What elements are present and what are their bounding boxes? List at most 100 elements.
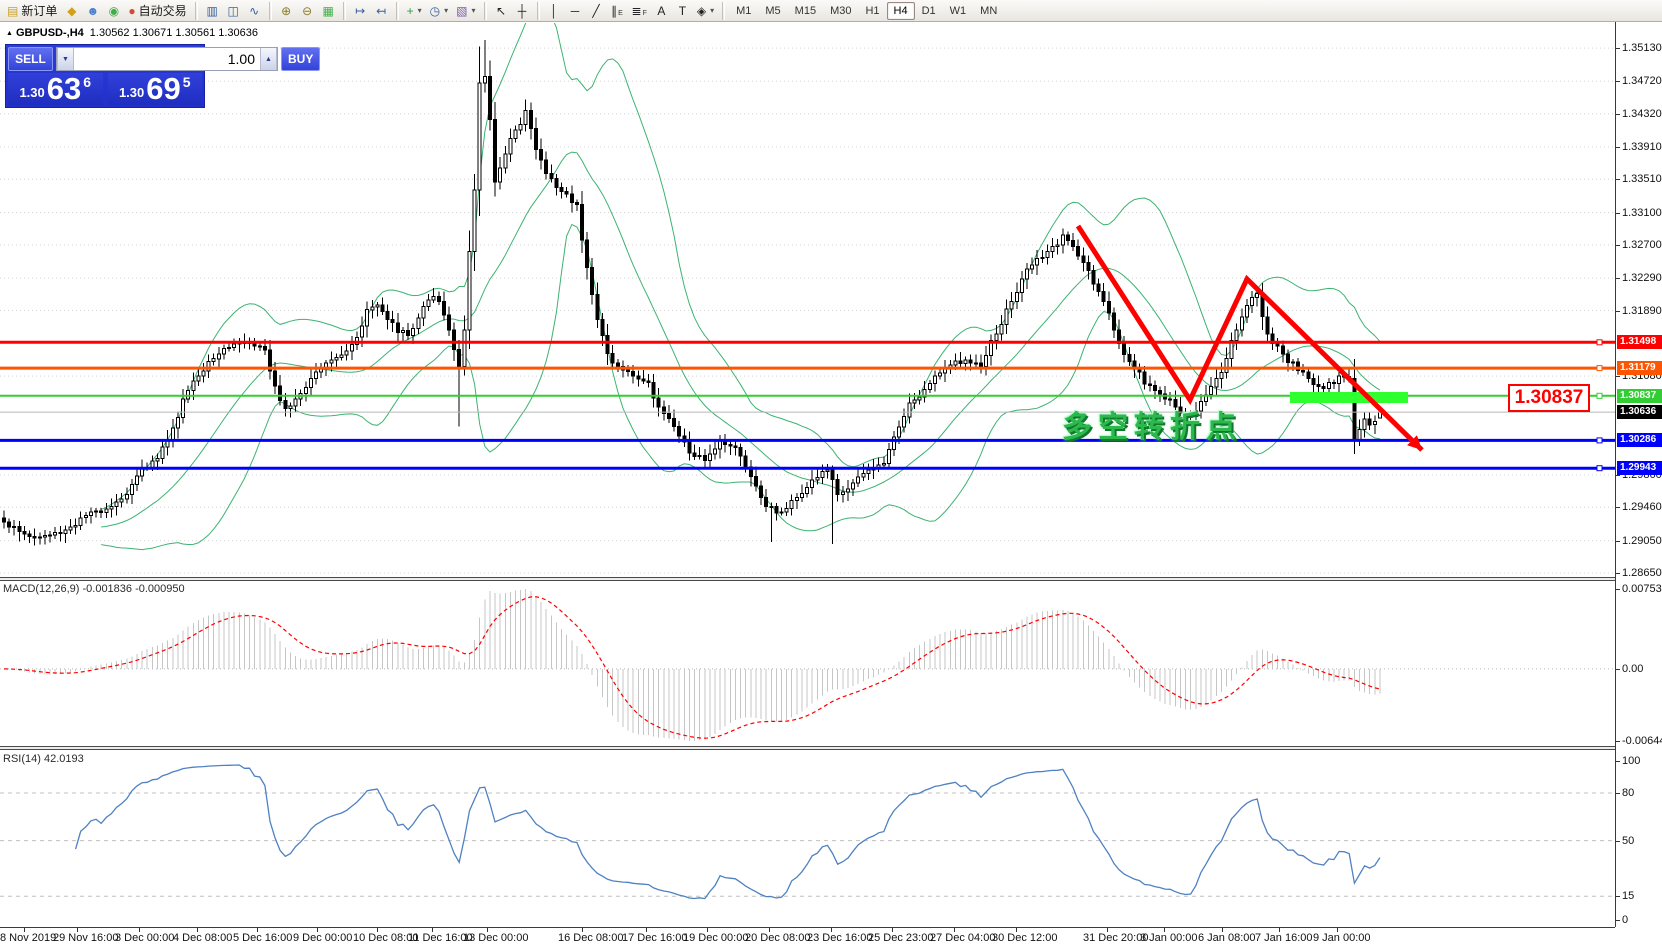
templates-button[interactable]: ▧ ▾ [452, 1, 479, 20]
crosshair-button[interactable]: ┼ [512, 1, 533, 20]
sell-price-pip: 6 [83, 74, 92, 90]
support-highlight-bar[interactable] [1290, 392, 1408, 403]
time-label: 27 Dec 04:00 [930, 932, 996, 944]
indicators-button[interactable]: + ▾ [403, 1, 426, 20]
time-label: 31 Dec 20:00 [1083, 932, 1149, 944]
buy-button[interactable]: BUY [281, 47, 321, 71]
sell-price-display[interactable]: 1.30 63 6 [8, 73, 103, 105]
macd-indicator-label: MACD(12,26,9) -0.001836 -0.000950 [3, 583, 185, 595]
time-label: 3 Jan 00:00 [1140, 932, 1198, 944]
volume-increase-button[interactable]: ▲ [260, 48, 277, 70]
signals-button[interactable]: ◉ [103, 1, 124, 20]
annotation-text[interactable]: 多空转折点 [1062, 411, 1242, 444]
timeframe-m30-button[interactable]: M30 [823, 2, 858, 20]
zoom-out-button[interactable]: ⊖ [297, 1, 318, 20]
candlestick-chart-type-icon: ◫ [227, 3, 239, 18]
price-label: 0.007538 [1622, 583, 1662, 595]
time-label: 9 Jan 00:00 [1313, 932, 1371, 944]
zoom-in-button[interactable]: ⊕ [276, 1, 297, 20]
line-anchor-marker[interactable] [1596, 339, 1603, 346]
sell-button[interactable]: SELL [8, 47, 53, 71]
macd-pane-canvas[interactable] [0, 581, 1615, 746]
horizontal-line-button[interactable]: ─ [565, 1, 586, 20]
chevron-down-icon: ▾ [471, 6, 476, 15]
trendline-icon: ╱ [592, 3, 600, 18]
cursor-icon: ↖ [495, 3, 507, 18]
price-line-badge: 1.29943 [1617, 461, 1662, 476]
timeframe-h1-button[interactable]: H1 [858, 2, 886, 20]
volume-input[interactable] [74, 48, 260, 70]
chevron-down-icon: ▾ [710, 6, 715, 15]
equidistant-channel-button[interactable]: ∥ E [607, 1, 628, 20]
price-label: 100 [1622, 755, 1641, 768]
rsi-pane-canvas[interactable] [0, 750, 1615, 927]
autotrading-icon: ● [128, 3, 136, 18]
price-label: 1.29050 [1622, 534, 1662, 547]
arrows-icon: ◈ [696, 3, 707, 18]
line-anchor-marker[interactable] [1596, 392, 1603, 399]
auto-scroll-button[interactable]: ↦ [350, 1, 371, 20]
candlestick-chart-type-button[interactable]: ◫ [223, 1, 244, 20]
community-icon: ☻ [86, 3, 100, 18]
timeframe-m15-button[interactable]: M15 [788, 2, 823, 20]
trendline-button[interactable]: ╱ [586, 1, 607, 20]
line-anchor-marker[interactable] [1596, 365, 1603, 372]
buy-price-display[interactable]: 1.30 69 5 [107, 73, 202, 105]
price-chart-canvas[interactable] [0, 23, 1615, 579]
timeframe-mn-button[interactable]: MN [973, 2, 1004, 20]
pane-separator[interactable] [0, 746, 1662, 750]
symbol-period-label: GBPUSD-,H4 [15, 27, 84, 39]
trend-zigzag-annotation[interactable] [1075, 224, 1424, 452]
timeframe-m1-button[interactable]: M1 [729, 2, 758, 20]
line-anchor-marker[interactable] [1596, 465, 1603, 472]
candles [2, 40, 1382, 546]
price-callout[interactable]: 1.30837 [1508, 384, 1590, 412]
community-button[interactable]: ☻ [82, 1, 103, 20]
collapse-triangle-icon[interactable]: ▲ [6, 30, 13, 37]
vertical-line-icon: │ [550, 3, 558, 18]
price-label: 80 [1622, 786, 1635, 799]
new-order-button[interactable]: ▤ 新订单 [3, 1, 61, 20]
price-label: 1.33510 [1622, 173, 1662, 186]
price-line-badge: 1.31179 [1617, 361, 1662, 376]
tile-windows-button[interactable]: ▦ [318, 1, 339, 20]
chart-symbol-title: ▲ GBPUSD-,H4 1.30562 1.30671 1.30561 1.306… [6, 27, 258, 39]
bar-chart-type-icon: ▥ [206, 3, 218, 18]
price-label: 1.32290 [1622, 272, 1662, 285]
bar-chart-type-button[interactable]: ▥ [202, 1, 223, 20]
autotrading-button[interactable]: ● 自动交易 [124, 1, 190, 20]
timeframe-d1-button[interactable]: D1 [915, 2, 943, 20]
time-label: 13 Dec 00:00 [463, 932, 529, 944]
price-axis[interactable]: 1.35130 1.34720 1.34320 1.33910 1.33510 1.331… [1615, 22, 1662, 927]
price-label: 1.34320 [1622, 107, 1662, 120]
indicators-icon: + [406, 3, 414, 18]
line-anchor-marker[interactable] [1596, 437, 1603, 444]
ohlc-values: 1.30562 1.30671 1.30561 1.30636 [89, 27, 258, 39]
text-button[interactable]: A [651, 1, 672, 20]
timeframe-h4-button[interactable]: H4 [886, 1, 915, 20]
text-label-button[interactable]: T [672, 1, 693, 20]
price-label: 1.31890 [1622, 304, 1662, 317]
arrows-button[interactable]: ◈ ▾ [693, 1, 718, 20]
timeframe-w1-button[interactable]: W1 [943, 2, 974, 20]
cursor-button[interactable]: ↖ [491, 1, 512, 20]
timeframe-m5-button[interactable]: M5 [758, 2, 787, 20]
toolbar-separator [268, 1, 272, 20]
time-label: 8 Nov 2019 [0, 932, 57, 944]
chevron-down-icon: ▾ [417, 6, 422, 15]
fibonacci-button[interactable]: ≣ F [628, 1, 651, 20]
chart-shift-button[interactable]: ↤ [371, 1, 392, 20]
price-label: -0.006446 [1622, 735, 1662, 747]
vertical-line-button[interactable]: │ [544, 1, 565, 20]
time-label: 7 Jan 16:00 [1255, 932, 1313, 944]
volume-decrease-button[interactable]: ▼ [57, 48, 74, 70]
time-axis[interactable]: 8 Nov 2019 29 Nov 16:00 3 Dec 00:00 4 Dec 0… [0, 927, 1615, 947]
price-label: 1.28650 [1622, 566, 1662, 579]
new-order-icon: ▤ [7, 3, 19, 18]
periods-button[interactable]: ◷ ▾ [426, 1, 453, 20]
line-chart-type-button[interactable]: ∿ [244, 1, 265, 20]
metaquotes-app-button[interactable]: ◆ [61, 1, 82, 20]
buy-price-prefix: 1.30 [118, 85, 145, 100]
pane-separator[interactable] [0, 577, 1662, 581]
